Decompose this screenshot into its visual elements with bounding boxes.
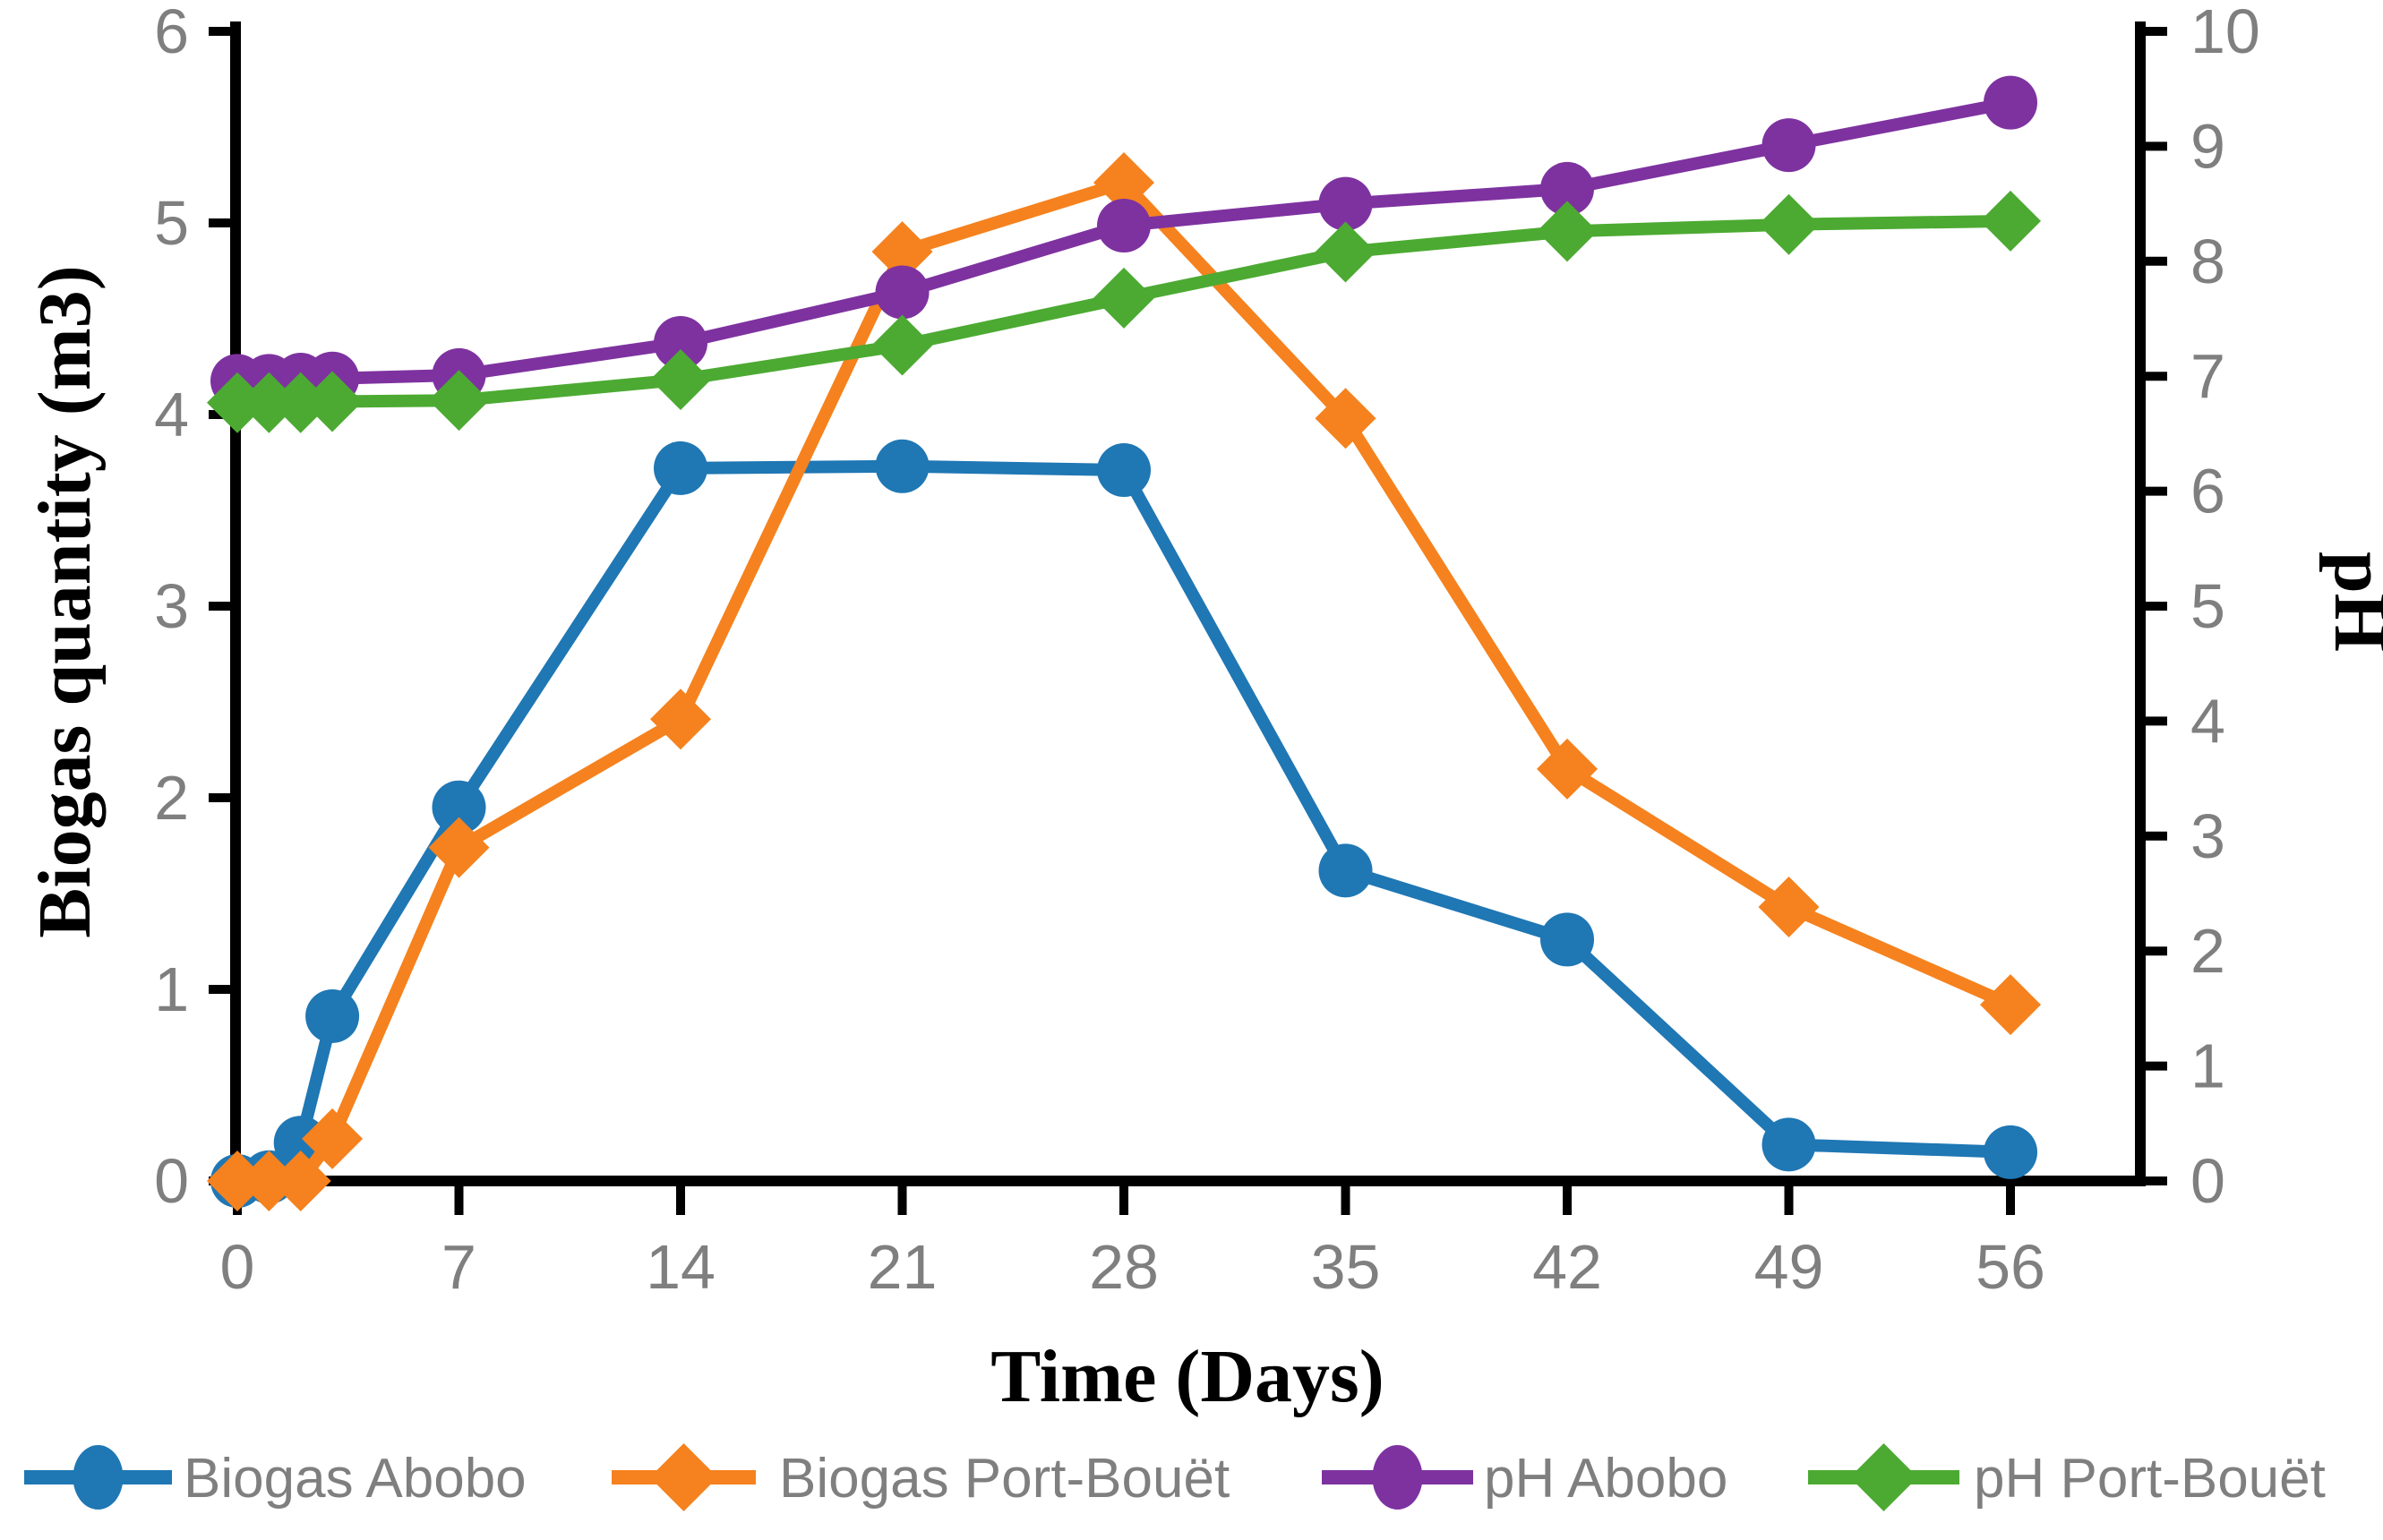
data-point-marker xyxy=(1537,201,1598,262)
x-tick-label: 56 xyxy=(1976,1232,2045,1302)
data-point-marker xyxy=(305,988,360,1043)
data-point-marker xyxy=(1093,267,1154,329)
data-point-marker xyxy=(1758,193,1820,255)
legend-item-ph-abobo: pH Abobo xyxy=(1322,1445,1727,1510)
data-point-marker xyxy=(1097,198,1151,252)
y-left-tick-label: 4 xyxy=(154,380,189,449)
data-point-marker xyxy=(207,372,268,433)
data-point-marker xyxy=(1980,190,2041,252)
data-point-marker xyxy=(1093,152,1154,214)
data-point-marker xyxy=(1540,161,1594,216)
y-axis-title-left: Biogas quantity (m3) xyxy=(23,265,107,937)
data-point-marker xyxy=(1984,75,2037,130)
data-point-marker xyxy=(302,371,364,432)
x-tick-label: 7 xyxy=(441,1232,476,1302)
y-left-tick-label: 6 xyxy=(154,0,189,66)
x-tick-label: 0 xyxy=(220,1232,255,1302)
x-tick-label: 28 xyxy=(1089,1232,1159,1302)
legend-item-ph-port-bou-t: pH Port-Bouët xyxy=(1808,1443,2326,1511)
data-point-marker xyxy=(1315,221,1376,283)
data-point-marker xyxy=(207,1151,268,1211)
y-right-tick-label: 0 xyxy=(2190,1146,2225,1216)
data-point-marker xyxy=(875,265,930,320)
data-point-marker xyxy=(270,372,331,433)
legend-label: pH Port-Bouët xyxy=(1974,1448,2326,1510)
data-point-marker xyxy=(1318,843,1373,898)
data-point-marker xyxy=(650,349,711,411)
y-left-tick-label: 0 xyxy=(154,1146,189,1216)
series-ph-abobo xyxy=(210,75,2037,408)
y-right-tick-label: 3 xyxy=(2190,801,2225,871)
data-point-marker xyxy=(650,689,711,750)
x-tick-label: 49 xyxy=(1754,1232,1824,1302)
series-biogas-port-bou-t xyxy=(207,152,2041,1211)
x-tick-label: 35 xyxy=(1311,1232,1381,1302)
data-point-marker xyxy=(432,780,486,834)
data-point-marker xyxy=(428,817,490,878)
data-point-marker xyxy=(270,1151,331,1211)
data-point-marker xyxy=(238,372,300,433)
y-right-tick-label: 2 xyxy=(2190,916,2225,986)
y-left-tick-label: 1 xyxy=(154,954,189,1024)
legend-circle-marker xyxy=(1372,1445,1423,1510)
data-point-marker xyxy=(654,441,707,495)
legend-label: Biogas Abobo xyxy=(184,1448,527,1510)
legend-diamond-marker xyxy=(1849,1443,1918,1511)
data-point-marker xyxy=(1537,738,1598,800)
y-right-tick-label: 6 xyxy=(2190,457,2225,526)
x-axis-title: Time (Days) xyxy=(990,1335,1384,1418)
y-right-tick-label: 7 xyxy=(2190,341,2225,411)
legend-label: Biogas Port-Bouët xyxy=(779,1448,1230,1510)
data-point-marker xyxy=(1980,974,2041,1036)
y-right-tick-label: 9 xyxy=(2190,111,2225,181)
legend-label: pH Abobo xyxy=(1484,1448,1727,1510)
series-layer xyxy=(207,75,2041,1211)
data-point-marker xyxy=(238,1151,300,1211)
data-point-marker xyxy=(871,314,933,376)
y-axis-title-right: pH xyxy=(2319,552,2383,652)
data-point-marker xyxy=(1762,118,1816,173)
legend-item-biogas-abobo: Biogas Abobo xyxy=(24,1445,527,1510)
series-ph-port-bou-t xyxy=(207,190,2041,433)
data-point-marker xyxy=(654,315,707,370)
y-right-tick-label: 4 xyxy=(2190,686,2225,756)
y-left-tick-label: 5 xyxy=(154,188,189,258)
data-point-marker xyxy=(1758,876,1820,937)
data-point-marker xyxy=(1097,443,1151,498)
series-line xyxy=(237,176,2013,1187)
data-point-marker xyxy=(1315,388,1376,449)
data-point-marker xyxy=(1318,176,1373,231)
legend-item-biogas-port-bou-t: Biogas Port-Bouët xyxy=(612,1443,1230,1511)
x-tick-label: 42 xyxy=(1532,1232,1602,1302)
x-tick-label: 21 xyxy=(868,1232,938,1302)
y-left-tick-label: 2 xyxy=(154,763,189,833)
legend: Biogas Abobo Biogas Port-Bouët pH Abobo pH … xyxy=(24,1443,2326,1511)
data-point-marker xyxy=(302,1108,364,1169)
y-right-tick-label: 10 xyxy=(2190,0,2260,66)
y-right-tick-label: 5 xyxy=(2190,571,2225,641)
y-right-tick-label: 8 xyxy=(2190,227,2225,296)
y-right-tick-label: 1 xyxy=(2190,1031,2225,1101)
data-point-marker xyxy=(875,439,930,493)
series-biogas-abobo xyxy=(210,439,2037,1208)
data-point-marker xyxy=(1984,1125,2037,1179)
legend-diamond-marker xyxy=(649,1443,718,1511)
data-point-marker xyxy=(1762,1117,1816,1172)
data-point-marker xyxy=(871,221,933,283)
x-tick-label: 14 xyxy=(646,1232,716,1302)
data-point-marker xyxy=(1540,912,1594,967)
legend-circle-marker xyxy=(73,1445,124,1510)
data-point-marker xyxy=(428,370,490,432)
y-left-tick-label: 3 xyxy=(154,571,189,641)
